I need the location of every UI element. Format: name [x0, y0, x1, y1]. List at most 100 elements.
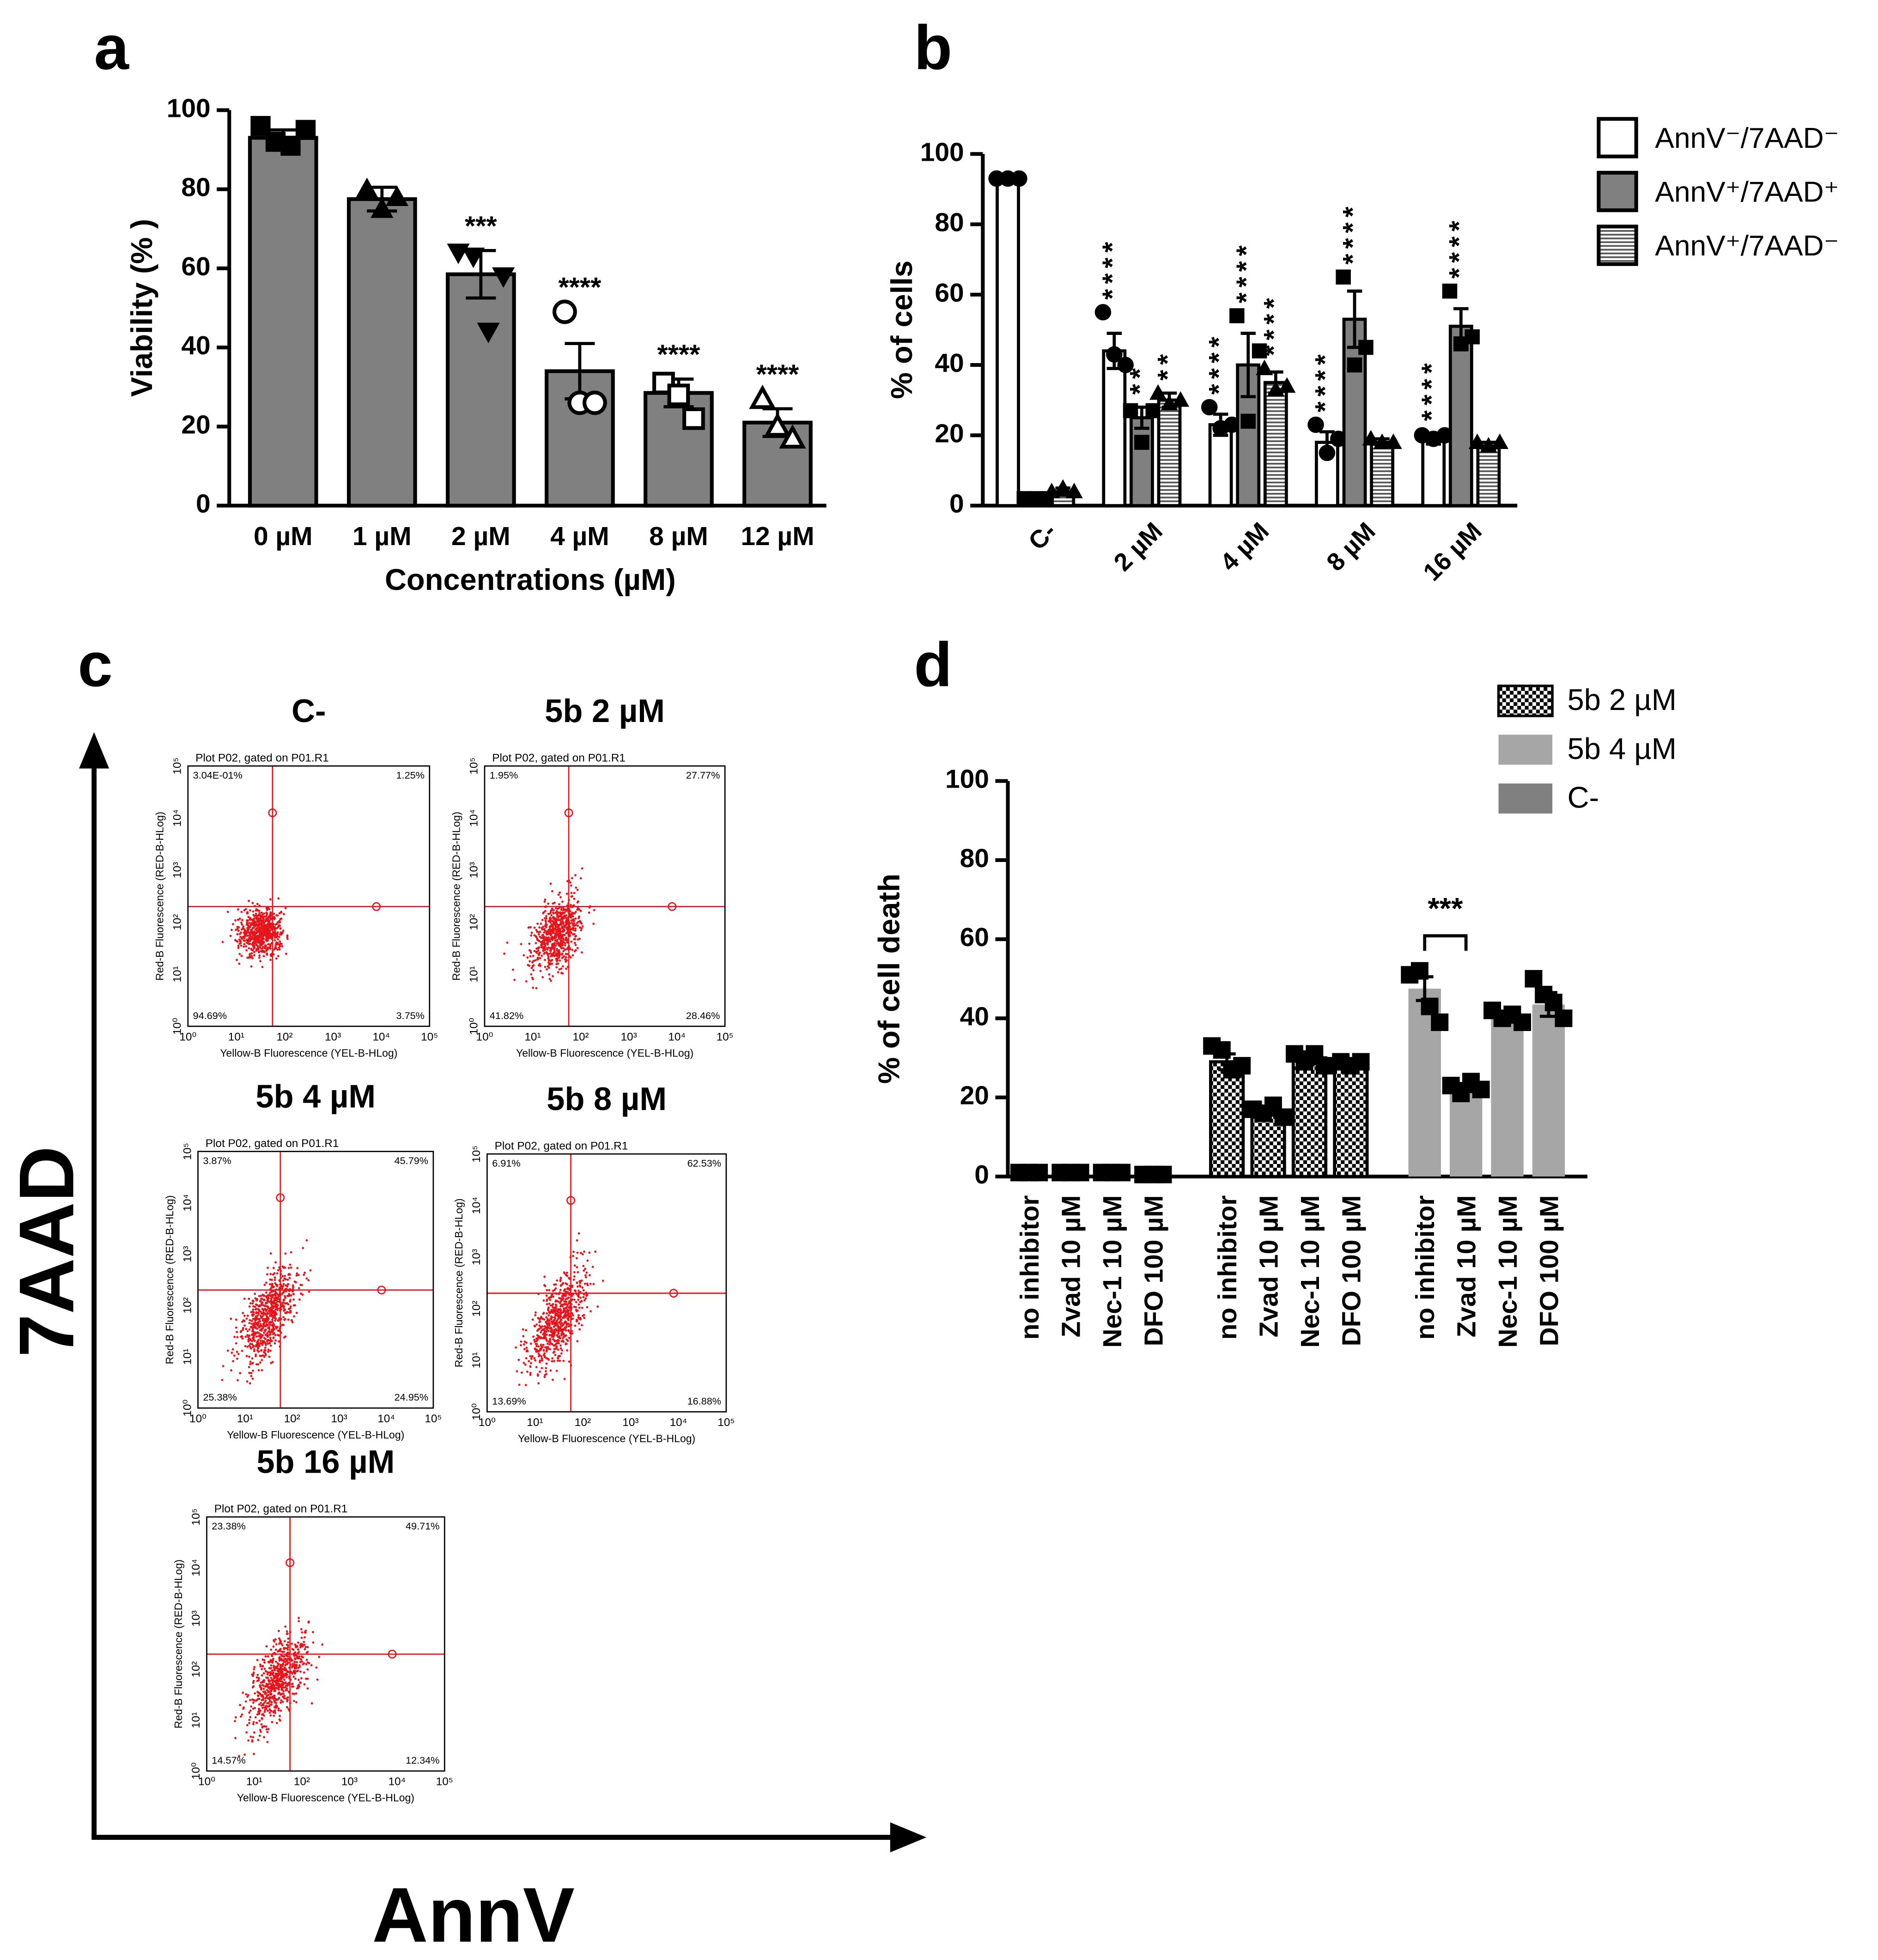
panel-label: d: [914, 629, 952, 699]
event-dot: [251, 1302, 254, 1305]
event-dot: [530, 973, 533, 976]
event-dot: [533, 926, 536, 929]
event-dot: [265, 1309, 267, 1312]
event-dot: [247, 1739, 250, 1742]
event-dot: [268, 1326, 270, 1329]
y-tick-label: 100: [167, 93, 211, 123]
event-dot: [541, 1367, 543, 1370]
y-tick-label: 20: [960, 1081, 989, 1110]
event-dot: [550, 1296, 553, 1299]
event-dot: [551, 936, 554, 939]
event-dot: [577, 907, 579, 909]
plot-frame: [197, 1151, 434, 1409]
event-dot: [285, 1290, 287, 1293]
event-dot: [290, 1266, 292, 1269]
event-dot: [523, 1348, 526, 1350]
event-dot: [280, 1686, 282, 1688]
event-dot: [557, 1357, 559, 1359]
event-dot: [276, 1669, 279, 1672]
event-dot: [250, 1323, 253, 1325]
event-dot: [554, 926, 557, 928]
event-dot: [286, 1630, 288, 1633]
data-point: [1201, 399, 1218, 416]
event-dot: [252, 1335, 255, 1337]
event-dot: [287, 1303, 290, 1306]
event-dot: [264, 1655, 267, 1658]
event-dot: [576, 922, 578, 924]
event-dot: [252, 910, 255, 913]
event-dot: [566, 941, 569, 944]
event-dot: [267, 1697, 269, 1699]
event-dot: [243, 1314, 246, 1317]
event-dot: [559, 1328, 562, 1331]
event-dot: [253, 924, 255, 927]
event-dot: [243, 1324, 246, 1327]
event-dot: [566, 1283, 569, 1286]
y-tick-label: 40: [960, 1001, 989, 1031]
event-dot: [241, 1350, 243, 1352]
event-dot: [263, 1305, 266, 1307]
event-dot: [565, 892, 568, 895]
y-tick-label: 10²: [470, 1300, 483, 1317]
event-dot: [269, 898, 272, 901]
event-dot: [547, 1346, 549, 1349]
event-dot: [248, 1334, 251, 1337]
x-tick-label: Nec-1 10 µM: [1493, 1195, 1523, 1348]
event-dot: [534, 1347, 536, 1350]
event-dot: [579, 877, 582, 880]
event-dot: [544, 924, 547, 927]
event-dot: [303, 1644, 306, 1646]
event-dot: [567, 1288, 570, 1290]
event-dot: [564, 1307, 566, 1310]
y-tick-label: 10³: [468, 862, 480, 878]
legend-label: 5b 4 µM: [1568, 732, 1677, 765]
x-axis-label: Yellow-B Fluorescence (YEL-B-HLog): [518, 1432, 695, 1444]
event-dot: [238, 917, 241, 920]
event-dot: [276, 1687, 278, 1690]
event-dot: [251, 1333, 254, 1335]
event-dot: [284, 1296, 287, 1299]
event-dot: [260, 926, 263, 929]
event-dot: [547, 1308, 549, 1311]
event-dot: [284, 1664, 287, 1667]
event-dot: [559, 911, 561, 914]
event-dot: [282, 1663, 285, 1665]
event-dot: [262, 1308, 265, 1311]
event-dot: [298, 1298, 301, 1301]
event-dot: [295, 1274, 298, 1277]
event-dot: [562, 922, 565, 925]
event-dot: [248, 1718, 251, 1721]
event-dot: [548, 977, 551, 980]
quadrant-label: 1.25%: [396, 770, 425, 781]
event-dot: [295, 1281, 297, 1284]
event-dot: [251, 1299, 254, 1302]
event-dot: [556, 948, 559, 951]
event-dot: [262, 1672, 265, 1675]
event-dot: [252, 1328, 254, 1330]
event-dot: [288, 1294, 291, 1297]
event-dot: [251, 1698, 254, 1701]
event-dot: [253, 954, 255, 957]
event-dot: [261, 1302, 263, 1305]
x-tick-label: 1 µM: [353, 522, 412, 551]
event-dot: [254, 928, 257, 931]
event-dot: [552, 911, 554, 914]
event-dot: [269, 933, 272, 935]
event-dot: [553, 901, 556, 904]
event-dot: [279, 944, 281, 947]
x-tick-label: Zvad 10 µM: [1452, 1195, 1482, 1338]
event-dot: [261, 911, 263, 914]
event-dot: [249, 924, 252, 927]
event-dot: [547, 1329, 550, 1332]
x-tick-label: 10²: [572, 1031, 589, 1044]
event-dot: [272, 1711, 275, 1714]
event-dot: [593, 909, 596, 911]
event-dot: [534, 1359, 537, 1362]
event-dot: [253, 1348, 255, 1351]
data-point: [1123, 403, 1138, 419]
event-dot: [277, 1293, 280, 1296]
event-dot: [252, 1317, 255, 1320]
event-dot: [306, 1668, 309, 1671]
event-dot: [273, 929, 276, 932]
event-dot: [254, 1293, 256, 1295]
